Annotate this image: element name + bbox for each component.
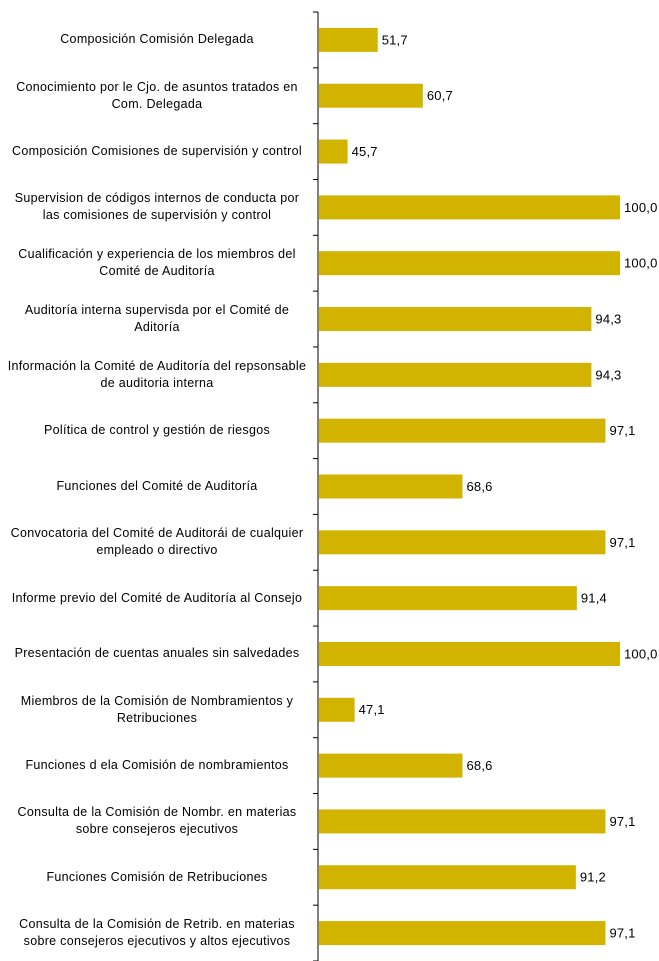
- bar: [319, 307, 592, 332]
- category-label: Informe previo del Comité de Auditoría a…: [11, 590, 303, 605]
- category-label: Funciones Comisión de Retribuciones: [46, 869, 268, 884]
- bar: [319, 474, 463, 499]
- value-label: 94,3: [595, 311, 621, 326]
- value-label: 97,1: [609, 814, 635, 829]
- bar: [319, 753, 463, 778]
- value-label: 60,7: [427, 88, 453, 103]
- value-label: 68,6: [466, 758, 492, 773]
- category-label: Política de control y gestión de riesgos: [43, 423, 270, 438]
- category-label: Presentación de cuentas anuales sin salv…: [14, 646, 300, 661]
- bar: [319, 362, 592, 387]
- category-label: Cualificación y experiencia de los miemb…: [18, 247, 296, 279]
- bar: [319, 418, 606, 443]
- bar: [319, 809, 606, 834]
- category-label: Supervision de códigos internos de condu…: [14, 191, 300, 223]
- bar: [319, 641, 620, 666]
- bar: [319, 195, 620, 220]
- bar: [319, 865, 576, 890]
- value-label: 91,2: [580, 870, 606, 885]
- category-label: Funciones del Comité de Auditoría: [56, 478, 258, 493]
- category-label: Convocatoria del Comité de Auditorái de …: [10, 526, 304, 558]
- bar: [319, 83, 423, 108]
- category-label: Información la Comité de Auditoría del r…: [7, 358, 307, 390]
- value-label: 97,1: [609, 423, 635, 438]
- bar: [319, 139, 348, 164]
- bar: [319, 530, 606, 555]
- category-label: Conocimiento por le Cjo. de asuntos trat…: [16, 79, 298, 111]
- category-label: Miembros de la Comisión de Nombramientos…: [20, 693, 294, 725]
- category-label: Consulta de la Comisión de Nombr. en mat…: [17, 805, 297, 837]
- bar: [319, 697, 355, 722]
- value-label: 91,4: [581, 591, 607, 606]
- category-label: Consulta de la Comisión de Retrib. en ma…: [19, 917, 295, 949]
- category-label: Composición Comisiones de supervisión y …: [12, 144, 302, 159]
- value-label: 68,6: [466, 479, 492, 494]
- value-label: 51,7: [382, 32, 408, 47]
- category-label: Composición Comisión Delegada: [60, 32, 254, 47]
- value-label: 100,0: [624, 200, 658, 215]
- bar: [319, 251, 620, 276]
- value-label: 94,3: [595, 367, 621, 382]
- value-label: 97,1: [609, 535, 635, 550]
- value-label: 45,7: [352, 144, 378, 159]
- value-label: 100,0: [624, 256, 658, 271]
- category-label: Auditoría interna supervisda por el Comi…: [24, 303, 290, 335]
- value-label: 100,0: [624, 646, 658, 661]
- bar: [319, 586, 577, 611]
- bar: [319, 27, 378, 52]
- bar: [319, 921, 606, 946]
- category-label: Funciones d ela Comisión de nombramiento…: [25, 758, 289, 773]
- value-label: 47,1: [359, 702, 385, 717]
- value-label: 97,1: [609, 926, 635, 941]
